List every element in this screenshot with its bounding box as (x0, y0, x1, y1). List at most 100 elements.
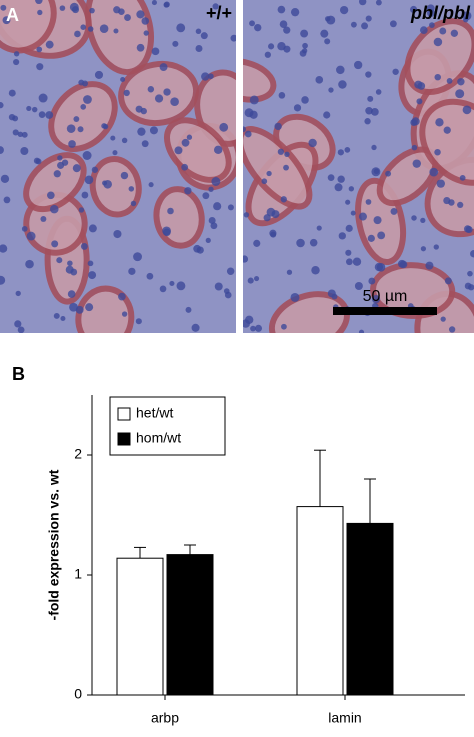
nucleus (348, 186, 355, 192)
nucleus (411, 215, 417, 221)
nucleus (159, 285, 167, 293)
nucleus (371, 294, 381, 304)
nucleus (113, 229, 122, 239)
nucleus (113, 6, 121, 14)
nucleus (201, 72, 210, 81)
nucleus (208, 216, 216, 224)
nucleus (176, 23, 186, 33)
nucleus (328, 87, 334, 93)
nucleus (266, 207, 276, 217)
legend-label: hom/wt (136, 430, 181, 446)
nucleus (0, 4, 7, 11)
nucleus (254, 275, 260, 282)
nucleus (202, 192, 210, 200)
bar (116, 557, 164, 696)
nucleus (436, 179, 445, 188)
nucleus (102, 180, 108, 186)
nucleus (181, 163, 189, 171)
nucleus (72, 6, 80, 14)
nucleus (208, 186, 214, 192)
nucleus (17, 326, 25, 333)
nucleus (429, 167, 439, 177)
nucleus (315, 76, 324, 84)
nucleus (244, 130, 252, 138)
nucleus (338, 80, 347, 89)
nucleus (162, 226, 171, 236)
nucleus (390, 207, 398, 215)
nucleus (264, 51, 271, 58)
nucleus (49, 204, 59, 214)
nucleus (212, 3, 219, 10)
nucleus (337, 149, 344, 156)
nucleus (293, 104, 302, 112)
panel-label: A (6, 5, 19, 25)
nucleus (214, 282, 223, 291)
nucleus (137, 127, 146, 136)
nucleus (470, 250, 474, 258)
nucleus (230, 34, 236, 42)
nucleus (20, 146, 29, 156)
tubule (194, 69, 236, 147)
nucleus (250, 325, 256, 332)
nucleus (141, 17, 150, 25)
nucleus (213, 145, 223, 155)
nucleus (15, 290, 21, 297)
y-axis-label: -fold expression vs. wt (46, 469, 62, 620)
nucleus (269, 229, 277, 237)
genotype-label: +/+ (206, 3, 232, 23)
nucleus (358, 212, 367, 221)
nucleus (61, 159, 69, 166)
nucleus (364, 118, 371, 125)
nucleus (368, 277, 376, 285)
nucleus (365, 15, 372, 22)
nucleus (302, 42, 308, 49)
nucleus (331, 293, 338, 300)
nucleus (0, 146, 4, 154)
nucleus (89, 7, 95, 14)
nucleus (367, 95, 374, 102)
nucleus (266, 170, 272, 177)
nucleus (354, 282, 363, 291)
nucleus (135, 105, 143, 113)
nucleus (254, 324, 263, 332)
nucleus (389, 20, 397, 28)
nucleus (120, 76, 126, 82)
nucleus (208, 73, 214, 80)
nucleus (334, 183, 343, 192)
nucleus (141, 140, 149, 148)
nucleus (74, 30, 81, 38)
nucleus (371, 144, 377, 151)
nucleus (123, 89, 130, 97)
nucleus (163, 2, 170, 8)
nucleus (443, 126, 451, 134)
nucleus (309, 238, 318, 247)
nucleus (367, 234, 375, 242)
nucleus (78, 207, 85, 213)
nucleus (420, 217, 426, 224)
nucleus (99, 24, 109, 33)
nucleus (279, 20, 288, 29)
nucleus (77, 126, 84, 133)
nucleus (440, 316, 446, 322)
nucleus (147, 86, 155, 93)
nucleus (457, 78, 465, 86)
y-tick-label: 1 (74, 566, 82, 582)
nucleus (280, 196, 287, 203)
nucleus (336, 65, 345, 75)
nucleus (350, 210, 356, 216)
nucleus (121, 137, 128, 144)
nucleus (353, 60, 363, 70)
nucleus (299, 49, 307, 57)
nucleus (375, 0, 382, 6)
nucleus (361, 22, 369, 30)
nucleus (45, 111, 54, 119)
nucleus (66, 124, 76, 133)
x-tick-label: lamin (328, 710, 361, 726)
nucleus (338, 232, 346, 240)
nucleus (36, 63, 44, 71)
nucleus (72, 164, 81, 173)
nucleus (283, 45, 291, 53)
nucleus (57, 155, 63, 161)
nucleus (151, 0, 157, 6)
